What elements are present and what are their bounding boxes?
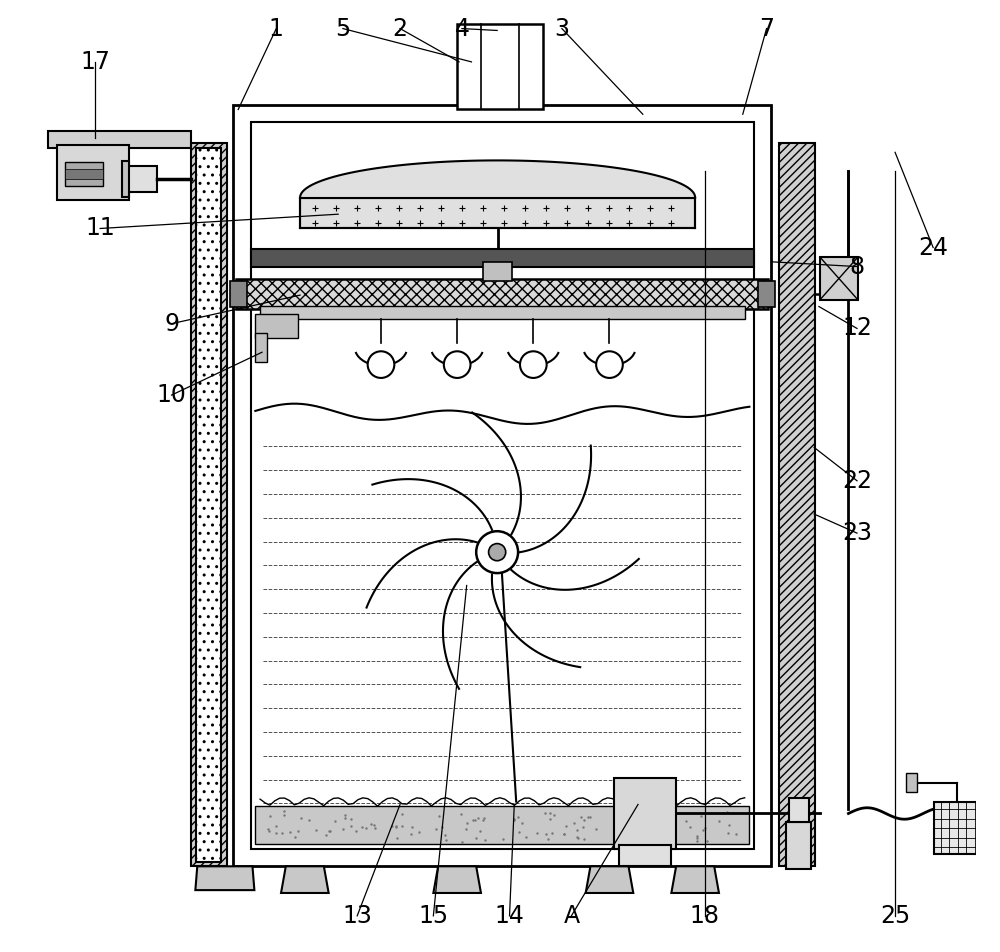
Bar xyxy=(457,24,543,109)
Text: 2: 2 xyxy=(393,16,408,41)
Bar xyxy=(65,162,103,186)
Bar xyxy=(230,281,247,307)
Text: 24: 24 xyxy=(918,235,948,260)
Bar xyxy=(786,822,811,869)
Bar xyxy=(614,778,676,849)
Bar xyxy=(233,105,771,866)
Bar xyxy=(251,249,754,267)
Bar xyxy=(127,166,157,192)
Bar xyxy=(255,314,298,338)
Text: 7: 7 xyxy=(759,16,774,41)
Bar xyxy=(255,333,267,362)
Bar xyxy=(619,845,671,866)
Bar xyxy=(906,773,917,792)
Bar xyxy=(255,806,749,844)
Polygon shape xyxy=(281,866,329,893)
Circle shape xyxy=(444,351,470,378)
Circle shape xyxy=(476,531,518,573)
Bar xyxy=(483,262,512,281)
Text: 10: 10 xyxy=(157,383,186,407)
Text: 13: 13 xyxy=(342,903,372,928)
Bar xyxy=(260,306,745,319)
Bar xyxy=(820,257,858,300)
Text: 8: 8 xyxy=(849,254,865,279)
Text: 3: 3 xyxy=(554,16,569,41)
Text: A: A xyxy=(563,903,579,928)
Circle shape xyxy=(596,351,623,378)
Bar xyxy=(196,148,221,862)
Text: 14: 14 xyxy=(495,903,524,928)
Bar xyxy=(251,122,754,849)
Bar xyxy=(779,143,815,866)
Polygon shape xyxy=(586,866,633,893)
Text: 11: 11 xyxy=(85,216,115,241)
Bar xyxy=(255,367,749,844)
Text: 15: 15 xyxy=(418,903,448,928)
Circle shape xyxy=(368,351,394,378)
Text: 25: 25 xyxy=(880,903,910,928)
Text: 23: 23 xyxy=(842,521,872,545)
Bar xyxy=(758,281,775,307)
Text: 18: 18 xyxy=(690,903,720,928)
Bar xyxy=(57,145,129,200)
Text: 9: 9 xyxy=(164,311,179,336)
Circle shape xyxy=(489,544,506,561)
Bar xyxy=(934,802,1000,854)
Text: 22: 22 xyxy=(842,468,872,493)
Text: 4: 4 xyxy=(454,16,469,41)
Bar xyxy=(65,169,103,179)
Bar xyxy=(236,279,768,309)
Polygon shape xyxy=(195,866,254,890)
Circle shape xyxy=(520,351,547,378)
Bar xyxy=(789,798,809,822)
Polygon shape xyxy=(433,866,481,893)
Text: 5: 5 xyxy=(335,16,351,41)
Text: 1: 1 xyxy=(269,16,284,41)
Bar xyxy=(122,161,129,197)
Bar xyxy=(48,131,191,148)
Bar xyxy=(300,198,695,228)
Text: 17: 17 xyxy=(80,50,110,74)
Bar xyxy=(191,143,227,866)
Polygon shape xyxy=(671,866,719,893)
Text: 12: 12 xyxy=(842,316,872,341)
